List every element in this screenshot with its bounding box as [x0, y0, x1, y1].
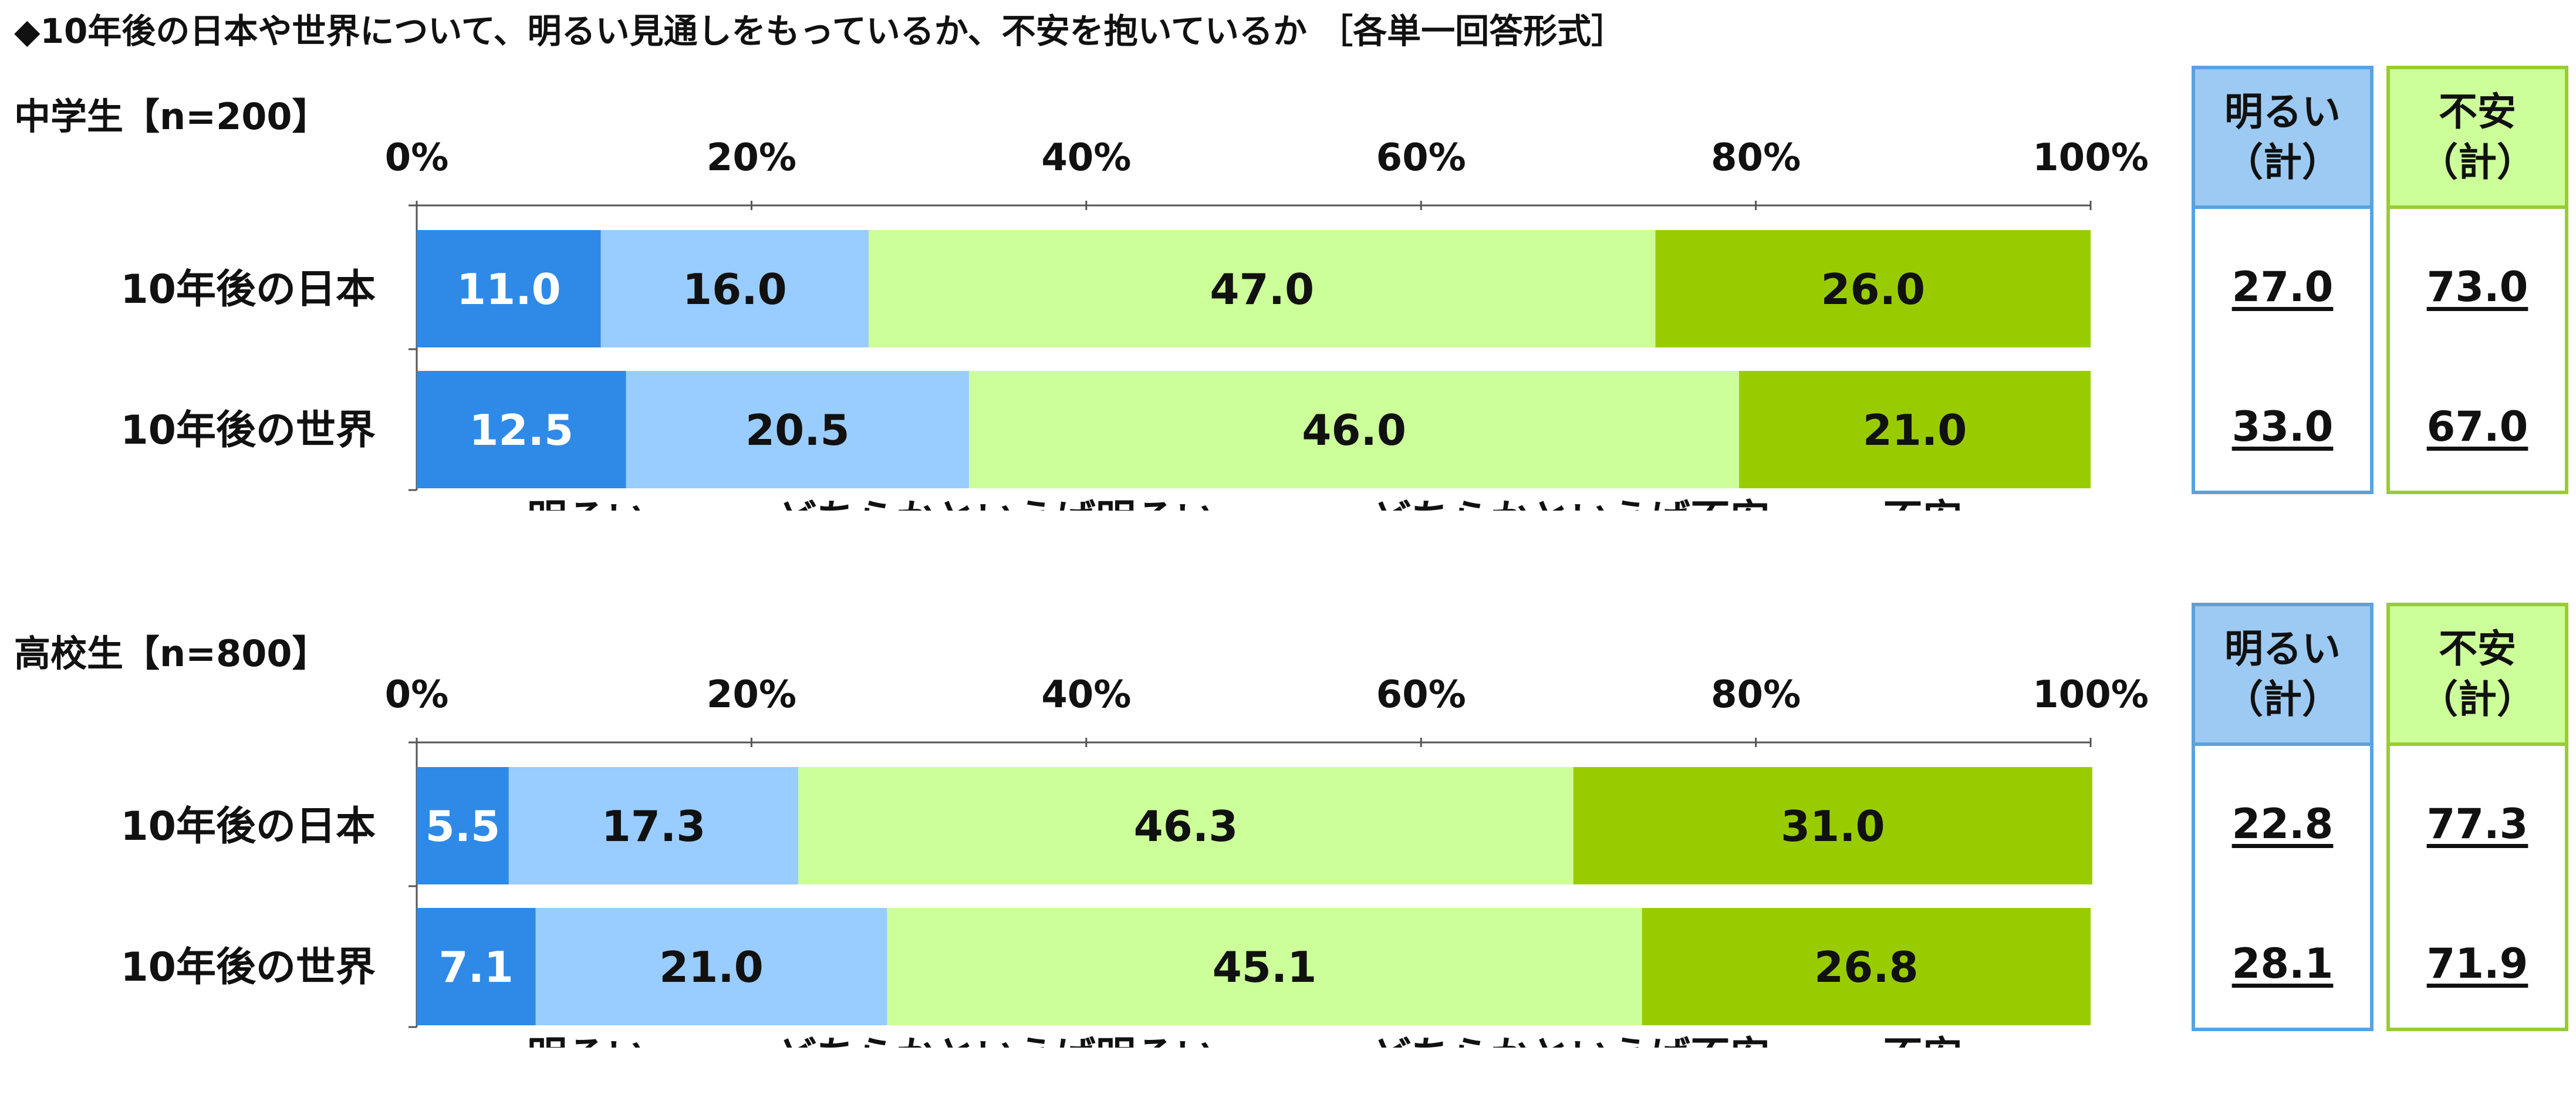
data-label: 12.5	[469, 406, 573, 455]
group-title: 中学生【n=200】	[14, 95, 329, 138]
summary-fuan-value: 77.3	[2426, 800, 2528, 848]
bar-segment	[798, 767, 1574, 884]
bar-segment	[508, 767, 799, 884]
x-tick-label: 0%	[385, 136, 449, 180]
data-label: 26.0	[1821, 265, 1925, 314]
summary-fuan-header-line1: 不安	[2439, 626, 2516, 672]
bar-segment	[969, 371, 1740, 488]
legend-label: 明るい	[527, 1034, 647, 1048]
group-title: 高校生【n=800】	[14, 632, 329, 675]
summary-akarui-box: 明るい （計） 22.8 28.1	[2192, 603, 2374, 1031]
data-label: 31.0	[1781, 802, 1885, 851]
data-label: 5.5	[426, 802, 501, 851]
data-label: 46.3	[1134, 802, 1238, 851]
stacked-bar-chart: 0% 20% 40% 60% 80% 100% 10年後の日本 5.5 17.3 46.3 31.0…	[120, 673, 2149, 1048]
summary-fuan-value: 73.0	[2426, 263, 2528, 311]
summary-fuan-header-line1: 不安	[2439, 89, 2516, 135]
legend-label: 不安	[1883, 497, 1963, 511]
summary-akarui-value: 22.8	[2231, 800, 2334, 848]
summary-akarui-box: 明るい （計） 27.0 33.0	[2192, 66, 2374, 494]
data-label: 21.0	[659, 943, 764, 992]
category-label: 10年後の世界	[120, 407, 376, 454]
data-label: 20.5	[745, 406, 850, 455]
summary-fuan-header: 不安 （計）	[2390, 69, 2565, 209]
data-label: 26.8	[1814, 943, 1919, 992]
bar-segment	[600, 230, 869, 347]
summary-fuan-box: 不安 （計） 77.3 71.9	[2386, 603, 2568, 1031]
data-label: 45.1	[1213, 943, 1317, 992]
x-tick-label: 80%	[1711, 136, 1801, 180]
summary-fuan-value: 67.0	[2426, 403, 2528, 451]
bar-segment	[417, 371, 626, 488]
legend-label: どちらかといえば明るい	[776, 497, 1216, 511]
panel-junior-high: 中学生【n=200】 0% 20% 40% 60% 80% 100% 10年後の日本 11.0…	[0, 0, 2576, 511]
x-tick-label: 80%	[1711, 673, 1801, 717]
x-tick-label: 0%	[385, 673, 449, 717]
bar-segment	[1655, 230, 2091, 347]
summary-akarui-value: 28.1	[2231, 940, 2334, 988]
bar-segment	[417, 230, 601, 347]
summary-akarui-header-line2: （計）	[2224, 140, 2341, 185]
data-label: 17.3	[602, 802, 706, 851]
x-tick-label: 20%	[707, 136, 796, 180]
summary-akarui-value: 33.0	[2231, 403, 2334, 451]
bar-segment	[1573, 767, 2092, 884]
summary-fuan-header-line2: （計）	[2419, 140, 2536, 185]
data-label: 21.0	[1863, 406, 1967, 455]
category-label: 10年後の日本	[120, 803, 376, 850]
x-tick-label: 60%	[1376, 673, 1466, 717]
bar-segment	[887, 908, 1642, 1025]
data-label: 11.0	[457, 265, 561, 314]
summary-akarui-header: 明るい （計）	[2195, 606, 2370, 746]
bar-segment	[417, 908, 536, 1025]
legend-label: 明るい	[527, 497, 647, 511]
data-label: 16.0	[683, 265, 787, 314]
data-label: 47.0	[1210, 265, 1314, 314]
x-tick-label: 40%	[1041, 673, 1131, 717]
category-label: 10年後の日本	[120, 266, 376, 313]
summary-fuan-header: 不安 （計）	[2390, 606, 2565, 746]
summary-fuan-value: 71.9	[2426, 940, 2528, 988]
legend-label: 不安	[1883, 1034, 1963, 1048]
summary-akarui-header-line1: 明るい	[2224, 89, 2341, 135]
category-label: 10年後の世界	[120, 944, 376, 991]
summary-akarui-header: 明るい （計）	[2195, 69, 2370, 209]
x-tick-label: 100%	[2033, 136, 2149, 180]
summary-akarui-value: 27.0	[2231, 263, 2334, 311]
summary-akarui-header-line1: 明るい	[2224, 626, 2341, 672]
legend-label: どちらかといえば不安	[1371, 1034, 1770, 1048]
summary-fuan-header-line2: （計）	[2419, 677, 2536, 722]
bar-segment	[535, 908, 887, 1025]
bar-segment	[417, 767, 509, 884]
x-tick-label: 20%	[707, 673, 796, 717]
bar-segment	[869, 230, 1656, 347]
bar-segment	[1739, 371, 2091, 488]
legend-label: どちらかといえば不安	[1371, 497, 1770, 511]
stacked-bar-chart: 0% 20% 40% 60% 80% 100% 10年後の日本 11.0 16.0 47.0 26.…	[120, 136, 2149, 511]
x-tick-label: 60%	[1376, 136, 1466, 180]
data-label: 7.1	[438, 943, 514, 992]
summary-fuan-box: 不安 （計） 73.0 67.0	[2386, 66, 2568, 494]
bar-segment	[626, 371, 970, 488]
legend-label: どちらかといえば明るい	[776, 1034, 1216, 1048]
panel-high-school: 高校生【n=800】 0% 20% 40% 60% 80% 100% 10年後の日本 5.5 1…	[0, 537, 2576, 1048]
data-label: 46.0	[1302, 406, 1406, 455]
x-tick-label: 40%	[1041, 136, 1131, 180]
chart-title: ◆10年後の日本や世界について、明るい見通しをもっているか、不安を抱いているか …	[14, 11, 1626, 51]
summary-akarui-header-line2: （計）	[2224, 677, 2341, 722]
bar-segment	[1642, 908, 2091, 1025]
x-tick-label: 100%	[2033, 673, 2149, 717]
